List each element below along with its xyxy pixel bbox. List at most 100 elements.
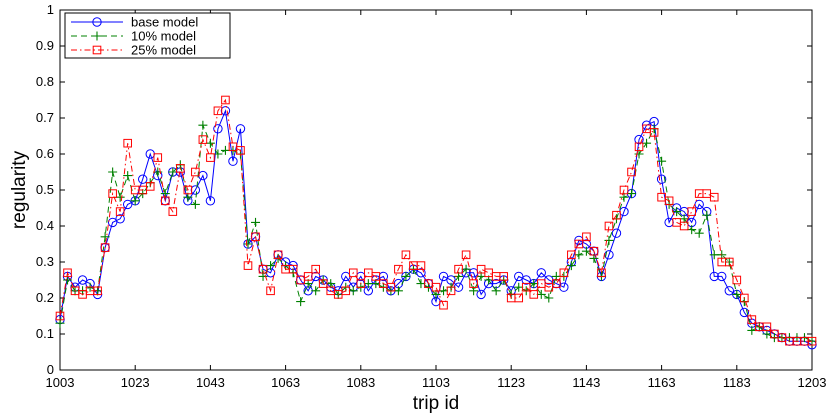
data-point	[732, 275, 742, 285]
data-point	[739, 307, 750, 318]
y-axis-label: regularity	[9, 150, 30, 229]
data-point	[664, 196, 674, 206]
data-point	[612, 210, 621, 220]
data-point	[191, 167, 200, 177]
data-point	[108, 167, 118, 177]
data-point	[303, 272, 313, 281]
data-point	[709, 250, 719, 260]
data-point	[296, 297, 306, 307]
data-point	[168, 167, 178, 177]
x-tick-label: 1023	[121, 375, 150, 390]
data-point	[168, 207, 178, 216]
data-point	[273, 250, 283, 260]
x-axis-label: trip id	[413, 393, 459, 414]
data-point	[213, 149, 223, 159]
x-tick-label: 1123	[497, 375, 525, 390]
series-layer	[55, 95, 817, 350]
data-point	[431, 282, 441, 292]
data-point	[687, 207, 696, 216]
data-point	[581, 246, 591, 256]
series-3	[55, 95, 817, 346]
x-tick-label: 1203	[798, 375, 827, 390]
data-point	[401, 271, 411, 281]
legend-entry: 10% model	[131, 29, 196, 44]
data-point	[687, 225, 697, 235]
data-point	[536, 268, 546, 278]
series-line	[59, 98, 812, 342]
data-point	[529, 279, 539, 289]
data-point	[657, 156, 667, 166]
legend-entry: base model	[131, 15, 198, 30]
data-point	[356, 279, 366, 288]
data-point	[574, 250, 584, 260]
data-point	[176, 164, 185, 173]
data-point	[574, 239, 584, 249]
data-point	[251, 232, 260, 242]
data-point	[439, 286, 449, 296]
data-point	[634, 134, 644, 145]
y-tick-label: 0.9	[36, 38, 54, 53]
data-point	[521, 282, 531, 292]
legend-marker	[92, 31, 102, 41]
data-point	[514, 282, 524, 292]
data-point	[138, 174, 148, 184]
data-point	[205, 138, 215, 148]
data-point	[416, 261, 426, 270]
data-point	[123, 171, 133, 181]
data-point	[634, 142, 644, 152]
data-point	[318, 279, 328, 288]
data-point	[476, 289, 486, 300]
data-point	[627, 189, 637, 199]
data-point	[604, 221, 614, 231]
data-point	[393, 286, 403, 296]
data-point	[55, 311, 65, 321]
data-point	[363, 279, 373, 289]
data-point	[258, 264, 268, 274]
data-point	[130, 196, 140, 206]
data-point	[439, 300, 448, 310]
data-point	[115, 214, 125, 224]
data-point	[108, 189, 117, 198]
data-point	[552, 279, 561, 288]
data-point	[115, 207, 125, 216]
data-point	[348, 286, 358, 296]
data-point	[77, 275, 88, 285]
data-point	[93, 286, 102, 296]
data-point	[694, 228, 704, 238]
x-tick-label: 1043	[196, 375, 225, 390]
data-point	[198, 120, 208, 130]
y-tick-label: 0.4	[36, 218, 54, 233]
data-point	[649, 128, 659, 137]
y-tick-label: 0	[47, 362, 54, 377]
data-point	[656, 174, 667, 184]
data-point	[611, 228, 622, 238]
x-tick-label: 1003	[46, 375, 75, 390]
data-point	[709, 192, 719, 202]
data-point	[416, 279, 426, 289]
data-point	[251, 217, 261, 227]
data-point	[213, 124, 223, 134]
data-point	[514, 293, 524, 303]
data-point	[732, 289, 742, 299]
data-point	[461, 264, 471, 274]
y-tick-label: 0.3	[36, 254, 54, 269]
data-point	[619, 185, 629, 195]
data-point	[521, 275, 531, 285]
data-point	[100, 243, 110, 252]
data-point	[394, 264, 403, 274]
data-point	[438, 271, 449, 282]
data-point	[702, 210, 712, 220]
data-point	[627, 167, 636, 177]
data-point	[205, 196, 216, 206]
data-point	[115, 192, 125, 202]
data-point	[514, 271, 524, 282]
data-point	[401, 250, 411, 260]
data-point	[747, 325, 757, 335]
y-tick-label: 0.5	[36, 182, 54, 197]
data-point	[123, 138, 132, 148]
data-point	[311, 264, 320, 274]
y-tick-label: 0.8	[36, 74, 54, 89]
data-point	[499, 272, 508, 281]
data-point	[747, 315, 757, 324]
